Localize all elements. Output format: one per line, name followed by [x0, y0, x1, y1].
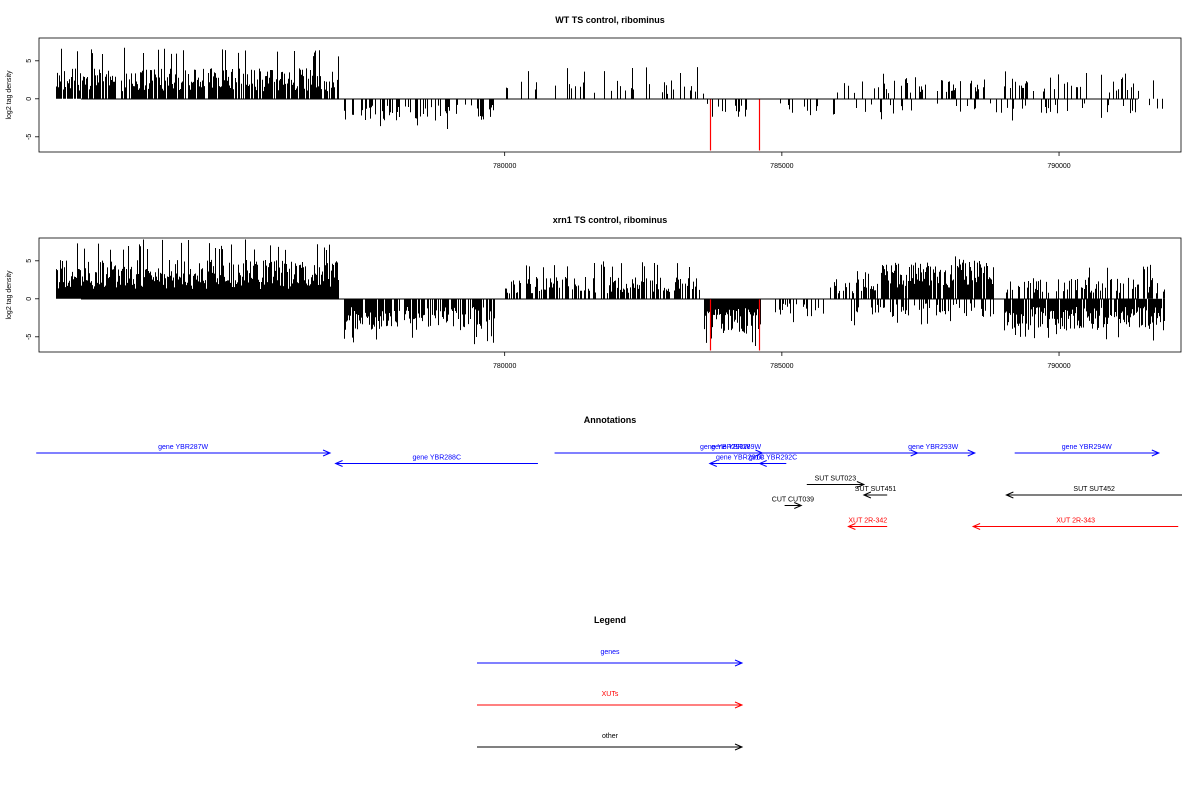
- annotation-label: SUT SUT452: [1073, 486, 1115, 493]
- x-tick-label: 785000: [770, 163, 793, 170]
- annotation-label: gene YBR287W: [158, 444, 208, 451]
- legend-arrow: [477, 743, 744, 751]
- xrn1-signal-bars: [56, 239, 1165, 351]
- legend-label: XUTs: [602, 691, 619, 698]
- wt-track-title: WT TS control, ribominus: [555, 15, 665, 25]
- annotation-arrow: [1005, 491, 1182, 499]
- y-tick-label: 5: [26, 259, 33, 263]
- annotation-label: gene YBR291C: [716, 455, 765, 462]
- annotation-label: CUT CUT039: [772, 497, 814, 504]
- annotation-arrow: [847, 523, 888, 530]
- xrn1-y-axis: 5 0 -5: [26, 259, 39, 340]
- y-tick-label: -5: [26, 334, 33, 340]
- legend-title: Legend: [594, 615, 626, 625]
- legend-arrow: [477, 701, 744, 709]
- x-tick-label: 790000: [1047, 363, 1070, 370]
- xrn1-track-panel: xrn1 TS control, ribominus log2 tag dens…: [6, 215, 1182, 370]
- xrn1-x-axis: 780000 785000 790000: [493, 352, 1071, 370]
- annotation-label: gene YBR293W: [908, 444, 958, 451]
- legend-label: other: [602, 733, 619, 740]
- wt-plot-frame: [38, 37, 1182, 153]
- annotation-arrow: [891, 449, 977, 457]
- x-tick-label: 780000: [493, 363, 516, 370]
- annotation-arrow: [334, 460, 538, 467]
- legend: genes XUTs other: [477, 649, 744, 751]
- annotation-arrow: [687, 449, 764, 457]
- wt-x-axis: 780000 785000 790000: [493, 152, 1071, 170]
- annotation-label: gene YBR292C: [749, 455, 798, 462]
- y-tick-label: 0: [26, 297, 33, 301]
- annotation-label: SUT SUT451: [855, 486, 897, 493]
- annotation-arrow: [971, 523, 1179, 530]
- annotation-arrow: [36, 449, 332, 457]
- annotation-arrow: [1014, 449, 1161, 457]
- annotation-arrow: [862, 491, 888, 499]
- annotation-label: gene YBR290W: [700, 444, 750, 451]
- y-tick-label: -5: [26, 134, 33, 140]
- annotation-label: gene YBR289W: [711, 444, 761, 451]
- annotation-label: SUT SUT023: [815, 476, 857, 483]
- wt-y-axis-label: log2 tag density: [6, 70, 13, 120]
- y-tick-label: 0: [26, 97, 33, 101]
- x-tick-label: 790000: [1047, 163, 1070, 170]
- annotations-title: Annotations: [584, 415, 637, 425]
- xrn1-y-axis-label: log2 tag density: [6, 270, 13, 320]
- wt-y-axis: 5 0 -5: [26, 59, 39, 140]
- annotation-arrow: [758, 460, 787, 467]
- annotation-label: gene YBR288C: [412, 455, 461, 462]
- annotation-arrow: [806, 481, 866, 488]
- annotation-arrow: [784, 502, 803, 509]
- x-tick-label: 780000: [493, 163, 516, 170]
- legend-arrow: [477, 659, 744, 667]
- xrn1-track-title: xrn1 TS control, ribominus: [553, 215, 668, 225]
- annotation-label: gene YBR294W: [1062, 444, 1112, 451]
- annotation-label: XUT 2R-343: [1056, 518, 1095, 525]
- xrn1-plot-frame: [38, 237, 1182, 353]
- x-tick-label: 785000: [770, 363, 793, 370]
- legend-label: genes: [600, 649, 620, 656]
- wt-signal-bars: [56, 47, 1163, 151]
- wt-track-panel: WT TS control, ribominus log2 tag densit…: [6, 15, 1182, 170]
- annotation-label: XUT 2R-342: [848, 518, 887, 525]
- y-tick-label: 5: [26, 59, 33, 63]
